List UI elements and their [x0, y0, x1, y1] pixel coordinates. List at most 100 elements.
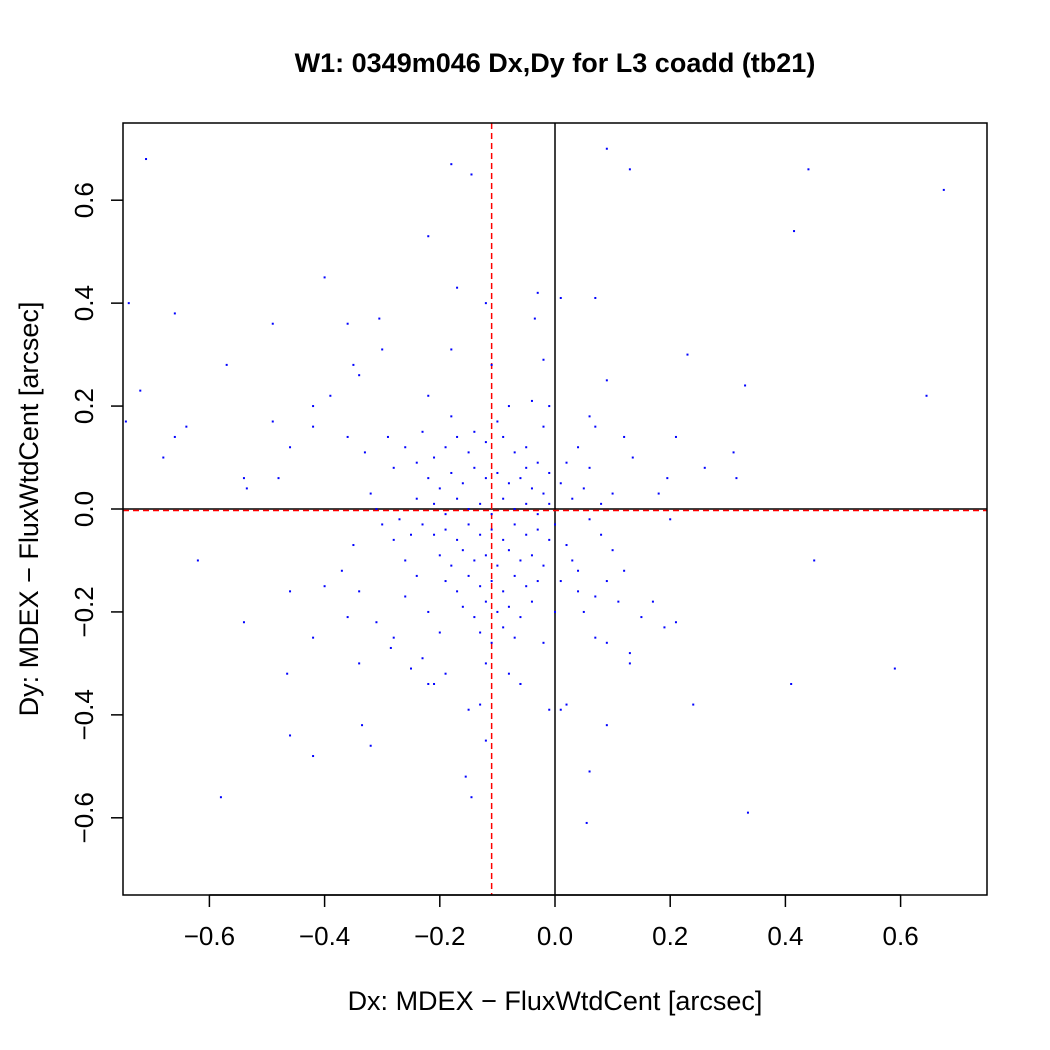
scatter-point [600, 502, 603, 505]
scatter-point [513, 523, 516, 526]
scatter-point [513, 451, 516, 454]
scatter-point [942, 188, 945, 191]
scatter-point [577, 590, 580, 593]
x-axis: −0.6 −0.4 −0.2 0.0 0.2 0.4 0.6 [184, 894, 919, 951]
scatter-point [686, 353, 689, 356]
scatter-point [375, 508, 378, 510]
chart-title: W1: 0349m046 Dx,Dy for L3 coadd (tb21) [295, 48, 816, 78]
scatter-point [444, 580, 447, 583]
scatter-point [594, 296, 597, 299]
scatter-point [525, 446, 528, 449]
scatter-point [329, 394, 332, 397]
scatter-point [352, 544, 355, 547]
scatter-point [577, 569, 580, 572]
scatter-point [381, 348, 384, 351]
scatter-point [507, 549, 510, 552]
scatter-point [444, 672, 447, 675]
scatter-point [479, 502, 482, 505]
scatter-point [571, 559, 574, 562]
scatter-point [312, 636, 315, 639]
scatter-point [657, 492, 660, 495]
scatter-point [162, 456, 165, 459]
scatter-point [813, 559, 816, 562]
scatter-point [271, 322, 274, 325]
y-axis: −0.6 −0.4 −0.2 0.0 0.2 0.4 0.6 [69, 182, 123, 843]
scatter-point [456, 538, 459, 541]
scatter-point [242, 621, 245, 624]
scatter-point [444, 446, 447, 449]
scatter-point [536, 528, 539, 531]
scatter-point [507, 482, 510, 485]
scatter-point [361, 724, 364, 727]
scatter-point [479, 631, 482, 634]
scatter-point [450, 471, 453, 474]
scatter-point [496, 420, 499, 423]
scatter-point [433, 456, 436, 459]
scatter-point [542, 492, 545, 495]
scatter-point [473, 559, 476, 562]
scatter-point [530, 399, 533, 402]
scatter-point [479, 585, 482, 588]
scatter-point [519, 477, 522, 480]
scatter-point [559, 296, 562, 299]
scatter-point [461, 605, 464, 608]
scatter-point [467, 708, 470, 711]
scatter-point [542, 564, 545, 567]
scatter-point [427, 610, 430, 613]
scatter-point [346, 322, 349, 325]
scatter-point [893, 667, 896, 670]
scatter-point [793, 230, 796, 233]
scatter-point [340, 569, 343, 572]
scatter-point [196, 559, 199, 562]
scatter-point [605, 147, 608, 150]
scatter-point [577, 446, 580, 449]
scatter-point [473, 430, 476, 433]
scatter-point [594, 425, 597, 428]
scatter-point [611, 492, 614, 495]
scatter-point [623, 569, 626, 572]
scatter-point [513, 574, 516, 577]
scatter-point [433, 682, 436, 685]
scatter-point [479, 533, 482, 536]
scatter-point [421, 523, 424, 526]
scatter-point [628, 662, 631, 665]
scatter-point [542, 425, 545, 428]
scatter-point [404, 446, 407, 449]
scatter-point [530, 554, 533, 557]
scatter-point [605, 379, 608, 382]
scatter-point [404, 595, 407, 598]
scatter-point [392, 466, 395, 469]
scatter-point [461, 482, 464, 485]
scatter-point [398, 518, 401, 521]
scatter-point [444, 513, 447, 516]
scatter-point [548, 471, 551, 474]
scatter-point [588, 466, 591, 469]
scatter-point [548, 538, 551, 541]
scatter-point [605, 580, 608, 583]
scatter-point [536, 291, 539, 294]
scatter-point [467, 523, 470, 526]
scatter-point [323, 585, 326, 588]
scatter-point [438, 554, 441, 557]
scatter-point [519, 616, 522, 619]
scatter-point [513, 508, 516, 510]
scatter-point [790, 682, 793, 685]
scatter-point [346, 435, 349, 438]
scatter-point [484, 441, 487, 444]
scatter-point [565, 703, 568, 706]
scatter-point [496, 471, 499, 474]
scatter-point [438, 487, 441, 490]
y-axis-label: Dy: MDEX − FluxWtdCent [arcsec] [14, 302, 44, 717]
scatter-point [735, 477, 738, 480]
scatter-point [536, 513, 539, 516]
scatter-point [582, 610, 585, 613]
scatter-point [219, 796, 222, 799]
scatter-point [554, 610, 556, 613]
scatter-point [389, 646, 392, 649]
scatter-point [525, 533, 528, 536]
scatter-point [640, 616, 643, 619]
scatter-point [502, 435, 505, 438]
scatter-point [484, 739, 487, 742]
scatter-point [807, 168, 810, 171]
